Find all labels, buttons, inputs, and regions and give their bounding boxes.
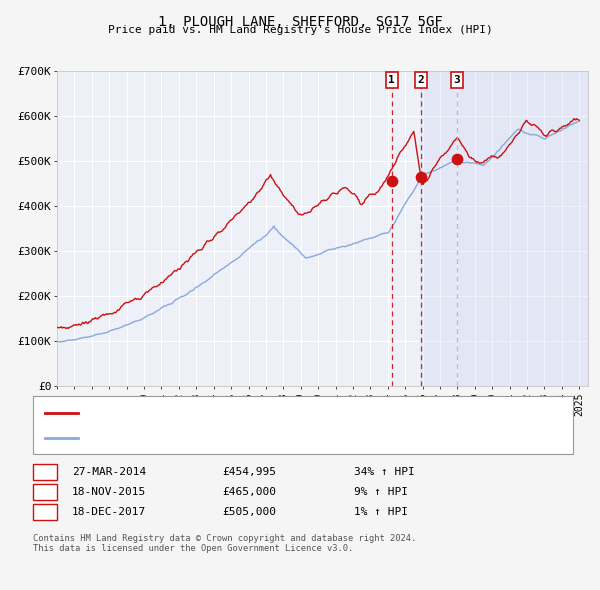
- Text: 2: 2: [41, 487, 49, 497]
- Text: 3: 3: [41, 507, 49, 517]
- Text: 2: 2: [418, 76, 424, 86]
- Text: 1: 1: [388, 76, 395, 86]
- Text: 1, PLOUGH LANE, SHEFFORD, SG17 5GF (detached house): 1, PLOUGH LANE, SHEFFORD, SG17 5GF (deta…: [87, 408, 393, 418]
- Text: Price paid vs. HM Land Registry's House Price Index (HPI): Price paid vs. HM Land Registry's House …: [107, 25, 493, 35]
- Point: [387, 176, 397, 186]
- Text: 18-NOV-2015: 18-NOV-2015: [72, 487, 146, 497]
- Text: Contains HM Land Registry data © Crown copyright and database right 2024.
This d: Contains HM Land Registry data © Crown c…: [33, 534, 416, 553]
- Bar: [421, 71, 588, 386]
- Text: 1, PLOUGH LANE, SHEFFORD, SG17 5GF: 1, PLOUGH LANE, SHEFFORD, SG17 5GF: [158, 15, 442, 29]
- Text: 3: 3: [454, 76, 460, 86]
- Text: HPI: Average price, detached house, Central Bedfordshire: HPI: Average price, detached house, Cent…: [87, 433, 423, 443]
- Text: £454,995: £454,995: [222, 467, 276, 477]
- Text: 18-DEC-2017: 18-DEC-2017: [72, 507, 146, 517]
- Text: 1: 1: [41, 467, 49, 477]
- Text: 34% ↑ HPI: 34% ↑ HPI: [354, 467, 415, 477]
- Text: £465,000: £465,000: [222, 487, 276, 497]
- Text: 1% ↑ HPI: 1% ↑ HPI: [354, 507, 408, 517]
- Text: 27-MAR-2014: 27-MAR-2014: [72, 467, 146, 477]
- Text: £505,000: £505,000: [222, 507, 276, 517]
- Text: 9% ↑ HPI: 9% ↑ HPI: [354, 487, 408, 497]
- Point: [416, 172, 425, 182]
- Point: [452, 154, 462, 163]
